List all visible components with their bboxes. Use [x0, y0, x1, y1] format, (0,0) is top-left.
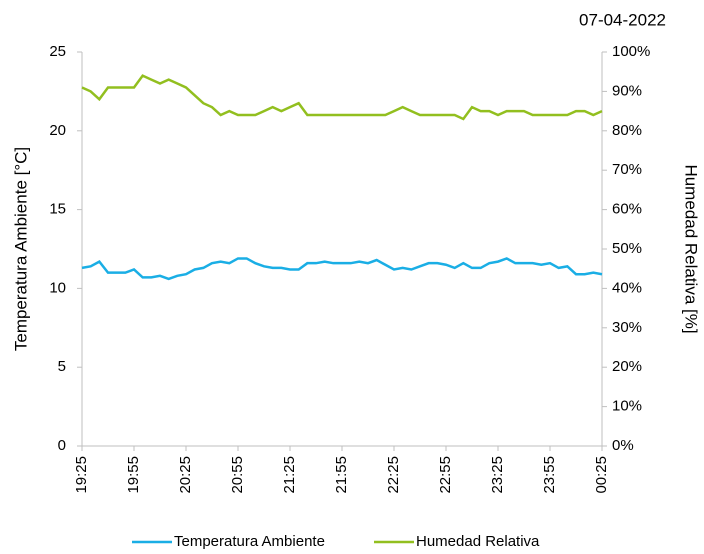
y2-tick-label: 70% [612, 161, 642, 178]
y-tick-label: 5 [58, 358, 66, 375]
y2-tick-label: 30% [612, 319, 642, 336]
y-axis-label: Temperatura Ambiente [°C] [11, 147, 30, 351]
y2-tick-label: 90% [612, 82, 642, 99]
y2-tick-label: 20% [612, 358, 642, 375]
y2-axis-label: Humedad Relativa [%] [682, 164, 701, 333]
x-tick-label: 22:55 [437, 456, 454, 494]
y-tick-label: 15 [49, 201, 66, 218]
series-line [81, 257, 603, 281]
x-tick-label: 20:25 [177, 456, 194, 494]
y2-tick-label: 10% [612, 398, 642, 415]
x-tick-label: 00:25 [593, 456, 610, 494]
legend-label: Humedad Relativa [416, 533, 540, 550]
series-line [81, 74, 603, 121]
y2-tick-label: 0% [612, 437, 634, 454]
y2-tick-label: 40% [612, 279, 642, 296]
x-tick-label: 21:25 [281, 456, 298, 494]
x-tick-label: 19:25 [73, 456, 90, 494]
x-tick-label: 19:55 [125, 456, 142, 494]
chart-title: 07-04-2022 [579, 10, 666, 29]
x-tick-label: 22:25 [385, 456, 402, 494]
y2-tick-label: 60% [612, 201, 642, 218]
y-tick-label: 10 [49, 279, 66, 296]
x-tick-label: 20:55 [229, 456, 246, 494]
y2-tick-label: 50% [612, 240, 642, 257]
y-tick-label: 20 [49, 122, 66, 139]
legend-label: Temperatura Ambiente [174, 533, 325, 550]
x-tick-label: 21:55 [333, 456, 350, 494]
y2-tick-label: 80% [612, 122, 642, 139]
y-tick-label: 25 [49, 43, 66, 60]
y2-tick-label: 100% [612, 43, 650, 60]
y-tick-label: 0 [58, 437, 66, 454]
x-tick-label: 23:25 [489, 456, 506, 494]
x-tick-label: 23:55 [541, 456, 558, 494]
